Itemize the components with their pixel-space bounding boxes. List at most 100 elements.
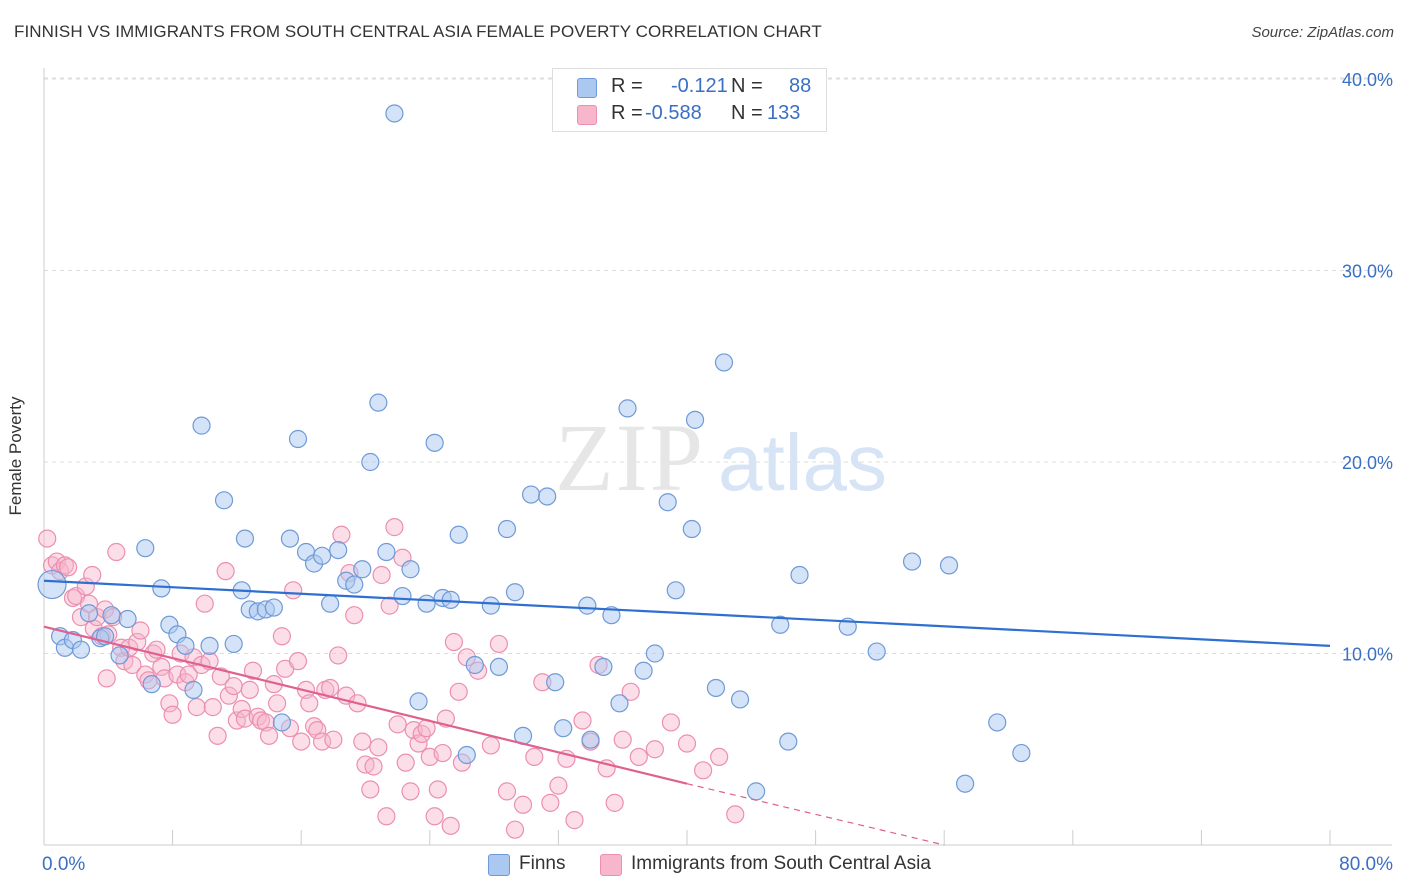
data-point-finns [401, 560, 420, 579]
data-point-immigrants [353, 732, 372, 751]
data-point-finns [497, 519, 517, 539]
data-point-immigrants [224, 676, 243, 696]
data-point-finns [465, 655, 484, 675]
data-point-finns [385, 104, 404, 123]
data-point-finns [37, 569, 67, 600]
data-point-immigrants [613, 730, 632, 749]
data-point-finns [594, 657, 613, 677]
data-point-finns [409, 692, 428, 711]
legend-n-label: N = [731, 75, 763, 97]
data-point-immigrants [243, 661, 263, 680]
watermark-zip: ZIP [555, 404, 705, 511]
correlation-legend: R = -0.121 N = 88 R = -0.588 N = 133 [552, 68, 827, 132]
data-point-immigrants [364, 757, 383, 776]
data-point-immigrants [329, 646, 348, 665]
legend-label-immigrants: Immigrants from South Central Asia [631, 853, 931, 874]
data-point-finns [235, 529, 255, 548]
data-point-immigrants [284, 581, 303, 600]
series-legend: Finns Immigrants from South Central Asia [0, 852, 1406, 878]
data-point-immigrants [441, 816, 460, 835]
legend-row-immigrants: R = -0.588 N = 133 [553, 101, 826, 127]
chart-title: FINNISH VS IMMIGRANTS FROM SOUTH CENTRAL… [14, 22, 822, 41]
data-point-finns [658, 493, 677, 512]
data-point-immigrants [55, 556, 74, 575]
data-point-immigrants [123, 655, 142, 675]
data-point-immigrants [433, 743, 452, 763]
data-point-finns [345, 575, 364, 594]
data-point-finns [272, 713, 292, 732]
data-point-immigrants [38, 529, 57, 548]
data-point-finns [618, 399, 637, 418]
data-point-finns [610, 694, 629, 713]
data-point-immigrants [211, 667, 230, 686]
data-point-immigrants [208, 726, 227, 745]
series-finns-points [37, 104, 1031, 801]
data-point-immigrants [396, 753, 415, 772]
data-point-immigrants [573, 711, 592, 730]
data-point-immigrants [312, 732, 332, 751]
watermark-atlas: atlas [718, 418, 887, 507]
data-point-immigrants [565, 811, 584, 830]
trend-line-finns [43, 579, 1331, 647]
data-point-immigrants [59, 558, 78, 577]
data-point-immigrants [505, 820, 525, 839]
data-point-finns [377, 542, 396, 562]
legend-n-value: 88 [789, 75, 812, 97]
x-tick-label: 0.0% [42, 854, 85, 875]
data-point-immigrants [324, 730, 343, 749]
data-point-finns [353, 560, 372, 579]
data-point-finns [554, 719, 573, 738]
data-point-immigrants [497, 782, 517, 801]
data-point-finns [449, 525, 468, 544]
legend-r-label: R = [611, 75, 643, 97]
data-point-finns [312, 546, 332, 565]
legend-swatch-immigrants [600, 854, 622, 876]
data-point-immigrants [377, 807, 396, 826]
data-point-immigrants [160, 694, 179, 713]
data-point-finns [988, 713, 1007, 732]
data-point-finns [200, 636, 219, 655]
series-immigrants-points [38, 518, 745, 839]
data-point-finns [224, 634, 243, 654]
data-point-finns [771, 615, 790, 634]
legend-n-value: 133 [767, 102, 801, 124]
data-point-finns [481, 596, 500, 615]
data-point-immigrants [107, 542, 126, 562]
data-point-finns [280, 529, 300, 548]
data-point-immigrants [332, 525, 351, 544]
data-point-finns [706, 678, 726, 698]
data-point-immigrants [677, 734, 697, 753]
data-point-immigrants [63, 588, 83, 608]
data-point-finns [288, 429, 308, 449]
data-point-immigrants [489, 634, 509, 654]
data-point-immigrants [621, 682, 640, 701]
data-point-immigrants [361, 780, 380, 799]
data-point-finns [110, 646, 129, 665]
data-point-finns [779, 732, 798, 751]
trend-lines [43, 579, 1331, 846]
data-point-finns [457, 745, 476, 765]
data-point-immigrants [380, 596, 399, 615]
data-point-immigrants [219, 686, 238, 705]
data-point-finns [714, 353, 734, 372]
data-point-finns [393, 586, 412, 606]
data-point-finns [666, 581, 685, 600]
data-point-immigrants [369, 738, 388, 757]
data-point-immigrants [152, 657, 171, 677]
data-point-immigrants [388, 715, 407, 734]
data-point-immigrants [710, 747, 729, 767]
legend-r-value: -0.121 [671, 75, 728, 97]
data-point-immigrants [203, 698, 222, 717]
data-point-immigrants [449, 682, 468, 701]
axes [43, 68, 1392, 846]
y-axis-label: Female Poverty [6, 396, 25, 516]
data-point-immigrants [525, 747, 544, 767]
data-point-immigrants [605, 793, 624, 812]
source-label: Source: ZipAtlas.com [1251, 24, 1394, 41]
data-point-finns [747, 782, 766, 801]
data-point-finns [634, 661, 653, 680]
data-point-finns [425, 433, 444, 452]
data-point-finns [152, 579, 171, 598]
legend-r-label: R = [611, 102, 643, 124]
data-point-finns [184, 680, 203, 699]
